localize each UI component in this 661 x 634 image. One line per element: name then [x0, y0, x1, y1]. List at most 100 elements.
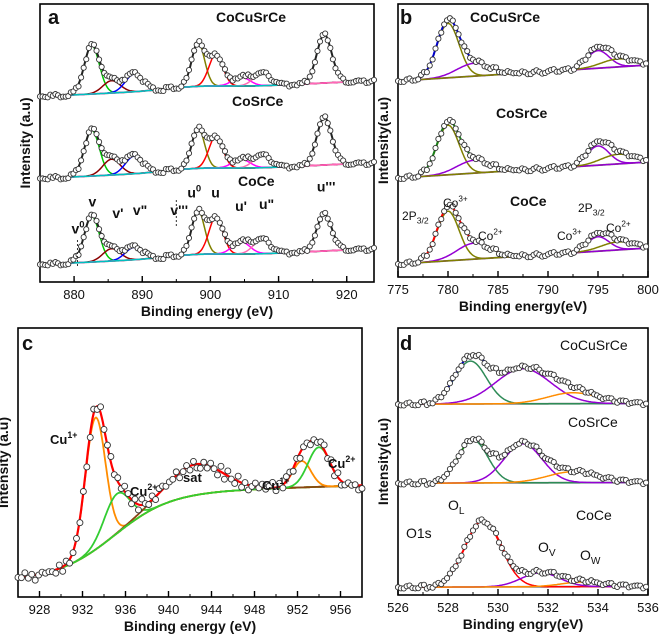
panel-a-spectrum-2-data-point: [191, 215, 198, 222]
panel-a-spectrum-1-data-point: [83, 140, 90, 147]
panel-d-spectrum-2-data-point: [452, 563, 459, 570]
panel-c-data-point: [214, 471, 221, 479]
panel-a-spectrum-0-data-point: [327, 44, 334, 51]
panel-a-letter: a: [48, 7, 60, 29]
panel-c-data-point: [358, 485, 366, 492]
panel-b-spectrum-1-data-point: [608, 141, 615, 148]
panel-d-spectrum-1-data-point: [446, 465, 453, 473]
panel-c-data-point: [207, 459, 215, 467]
panel-a-peak-label: v": [133, 202, 147, 218]
panel-c-data-point: [210, 465, 218, 473]
panel-a-spectrum-2-data-point: [316, 216, 324, 223]
panel-c-data-point: [351, 481, 359, 489]
panel-b-spectrum-2-data-point: [426, 246, 433, 253]
panel-c-data-point: [189, 457, 197, 465]
panel-b-spectrum-2-data-point: [493, 245, 500, 253]
panel-a-spectrum-2-data-point: [185, 234, 193, 242]
panel-c-data-point: [76, 519, 84, 527]
panel-d-label-cocusrce: CoCuSrCe: [560, 337, 628, 353]
panel-b-co2plus-left: Co2+: [478, 228, 503, 243]
panel-a-spectrum-0-data-point: [93, 47, 100, 54]
panel-a-spectrum-0-data-point: [324, 37, 331, 44]
panel-a-spectrum-2-data-point: [314, 223, 321, 230]
panel-c-data-point: [275, 479, 283, 487]
panel-a-label-coce: CoCe: [238, 173, 275, 189]
panel-a-spectrum-0-component-4: [39, 53, 375, 98]
panel-b-spectrum-0-data-point: [493, 64, 500, 71]
panel-c-data-point: [107, 453, 115, 460]
panel-b-spectrum-2-data-point: [423, 252, 430, 259]
panel-a-spectrum-0-data-point: [332, 65, 339, 72]
panel-c-data-point: [258, 480, 266, 488]
panel-a-spectrum-0-data-point: [96, 56, 103, 63]
panel-a-spectrum-1-data-point: [309, 150, 316, 157]
panel-c-data-point: [269, 478, 277, 486]
panel-a-peak-label: u''': [317, 178, 336, 194]
panel-b-spectrum-1-data-point: [435, 135, 442, 143]
panel-a-spectrum-2-data-point: [324, 215, 331, 222]
panel-d-spectrum-2-data-point: [493, 530, 500, 537]
panel-a-tick-label: 890: [131, 287, 153, 302]
panel-c-data-point: [100, 425, 108, 433]
panel-a-spectrum-2-data-point: [327, 221, 334, 228]
panel-a-spectrum-0-data-point: [83, 56, 90, 63]
panel-b-spectrum-1-data-point: [426, 160, 433, 167]
panel-b-spectrum-2-data-point: [478, 239, 485, 246]
panel-d-spectrum-0-data-point: [438, 394, 445, 401]
panel-b-spectrum-1-data-point: [493, 161, 500, 168]
panel-a-spectrum-0-data-point: [90, 41, 98, 48]
panel-b-spectrum-2-data-point: [435, 221, 442, 228]
panel-b-spectrum-0-data-point: [423, 69, 430, 76]
panel-a-spectrum-0-data-point: [188, 56, 195, 63]
panel-d-spectrum-2-data-point: [458, 552, 465, 559]
panel-a-spectrum-2-component-0: [39, 215, 375, 266]
panel-d-ow-label: OW: [580, 547, 601, 567]
panel-c-data-point: [203, 464, 211, 472]
panel-d-spectrum-1-data-point: [478, 438, 485, 445]
panel-a-spectrum-2-data-point: [83, 226, 90, 233]
panel-b-tick-label: 795: [587, 282, 609, 297]
panel-a-peak-label: v: [89, 193, 97, 209]
panel-a-spectrum-1-data-point: [90, 125, 98, 132]
panel-a-peak-label: v0: [71, 219, 84, 236]
panel-d-tick-label: 532: [537, 600, 559, 615]
panel-c-data-point: [306, 441, 314, 449]
panel-a-spectrum-2-data-point: [96, 226, 103, 233]
panel-a-spectrum-1-data-point: [314, 130, 321, 137]
panel-a-spectrum-2-data-point: [198, 209, 205, 216]
panel-c-component-4: [17, 446, 362, 579]
panel-c-tick-label: 952: [287, 602, 309, 617]
panel-c-data-point: [17, 574, 25, 582]
panel-d-spectrum-2-data-point: [472, 523, 479, 530]
panel-c-data-point: [31, 576, 39, 584]
panel-a-spectrum-1-component-4: [39, 135, 375, 180]
panel-a-spectrum-1-data-point: [316, 121, 324, 128]
panel-d-label-coce: CoCe: [576, 507, 612, 523]
panel-a-peak-label: u0: [187, 183, 201, 200]
panel-b-spectrum-2-data-point: [449, 203, 456, 210]
panel-c-data-point: [28, 570, 36, 578]
panel-c-data-point: [183, 462, 191, 469]
panel-b-spectrum-1-data-point: [429, 155, 436, 162]
panel-b-spectrum-0-data-point: [432, 45, 439, 52]
panel-b-spectrum-0-data-point: [582, 56, 589, 63]
panel-c-data-point: [124, 490, 132, 497]
panel-d-o1s-label: O1s: [406, 525, 432, 541]
panel-d-spectrum-1-data-point: [501, 451, 508, 458]
panel-a-spectrum-2-data-point: [219, 225, 226, 232]
panel-b-co3plus-left: Co3+: [443, 195, 468, 210]
panel-a-spectrum-0-data-point: [322, 30, 329, 37]
panel-a-spectrum-1-data-point: [183, 157, 190, 164]
panel-d-spectrum-0-data-point: [458, 362, 465, 369]
panel-b-spectrum-2-data-point: [415, 259, 422, 266]
panel-c-tick-label: 940: [158, 602, 180, 617]
panel-b-spectrum-0-data-point: [441, 21, 448, 28]
panel-b-spectrum-0-data-point: [415, 76, 422, 83]
panel-c-tick-label: 928: [29, 602, 51, 617]
panel-d-spectrum-0-data-point: [493, 365, 500, 372]
panel-b-2p32-right: 2P3/2: [578, 201, 605, 218]
panel-a-spectrum-2-data-point: [78, 243, 85, 250]
panel-c-data-point: [145, 501, 153, 508]
panel-a-spectrum-0-data-point: [316, 38, 324, 45]
panel-b-spectrum-0-data-point: [429, 56, 436, 63]
